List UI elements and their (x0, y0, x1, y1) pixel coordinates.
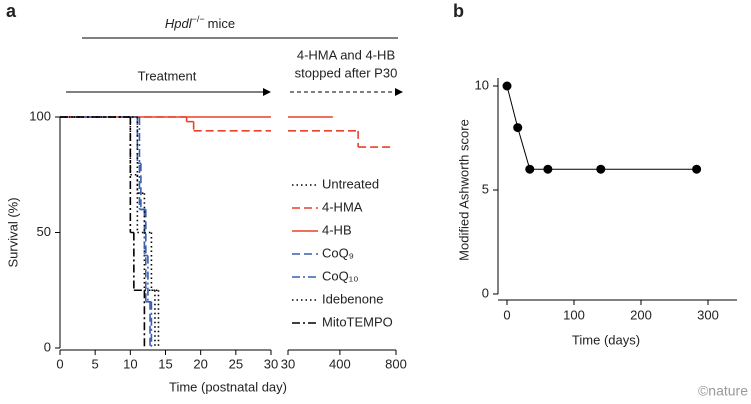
x-tick-label: 200 (630, 307, 652, 322)
y-tick-label: 0 (44, 339, 51, 354)
x-tick-label: 0 (503, 307, 510, 322)
x-tick-label: 400 (329, 356, 351, 371)
y-axis-label: Modified Ashworth score (456, 119, 471, 261)
x-tick-label: 800 (385, 356, 407, 371)
x-tick-label: 20 (193, 356, 207, 371)
y-tick-label: 50 (37, 224, 51, 239)
title-genotype: −/− (192, 14, 205, 24)
x-tick-label: 15 (158, 356, 172, 371)
x-tick-label: 10 (123, 356, 137, 371)
point (596, 164, 606, 174)
y-axis-label: Survival (%) (5, 197, 20, 267)
credit: ©nature (698, 383, 748, 399)
x-axis-label: Time (days) (572, 332, 640, 347)
survival-curve (60, 116, 394, 148)
x-tick-label: 300 (697, 307, 719, 322)
survival-curve (60, 116, 146, 348)
x-tick-label: 25 (229, 356, 243, 371)
x-tick-label: 30 (281, 356, 295, 371)
y-tick-label: 5 (482, 181, 489, 196)
title-gene: Hpdl (165, 16, 193, 31)
x-tick-label: 5 (92, 356, 99, 371)
x-tick-label: 100 (563, 307, 585, 322)
legend-label: MitoTEMPO (322, 314, 393, 329)
point (692, 164, 702, 174)
legend-label: Idebenone (322, 291, 383, 306)
panel-label: b (453, 1, 464, 21)
line (506, 85, 697, 170)
y-tick-label: 100 (29, 108, 51, 123)
legend-label: 4-HB (322, 222, 352, 237)
panel-label: a (6, 1, 17, 21)
annotation: 4-HMA and 4-HB (297, 47, 395, 62)
legend-label: 4-HMA (322, 199, 363, 214)
x-tick-label: 0 (56, 356, 63, 371)
legend-label: CoQ₉ (322, 245, 354, 260)
x-tick-label: 30 (264, 356, 278, 371)
survival-curve (60, 116, 151, 348)
legend-label: CoQ₁₀ (322, 268, 359, 283)
title-suffix: mice (208, 16, 235, 31)
survival-curve (60, 116, 156, 348)
point (525, 164, 535, 174)
x-axis-label: Time (postnatal day) (169, 379, 287, 394)
legend-label: Untreated (322, 176, 379, 191)
point (543, 164, 553, 174)
y-tick-label: 0 (482, 285, 489, 300)
chart-title: Hpdl−/− mice (165, 14, 235, 31)
point (513, 123, 523, 133)
annotation: Treatment (138, 68, 197, 83)
annotation: stopped after P30 (295, 65, 398, 80)
y-tick-label: 10 (475, 77, 489, 92)
point (502, 81, 512, 91)
